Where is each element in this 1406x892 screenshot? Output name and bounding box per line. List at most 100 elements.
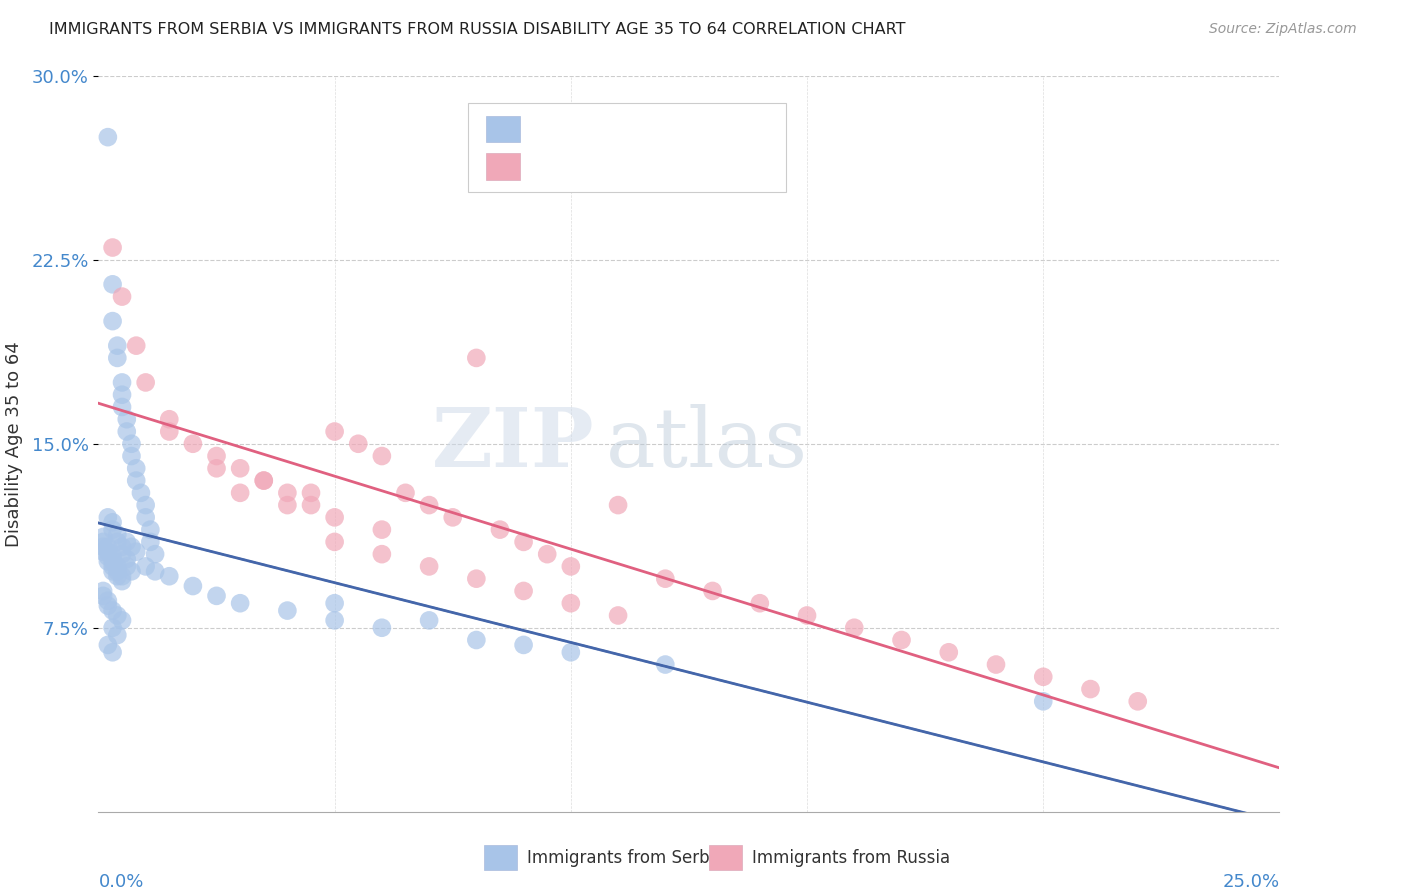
Point	[1032, 694, 1054, 708]
Point	[418, 498, 440, 512]
Point	[125, 474, 148, 488]
Point	[323, 510, 346, 524]
Point	[371, 449, 394, 463]
Point	[111, 569, 134, 583]
Point	[276, 498, 298, 512]
Point	[97, 638, 120, 652]
Point	[115, 552, 138, 566]
Point	[205, 449, 228, 463]
Point	[97, 554, 120, 569]
Point	[101, 549, 124, 564]
Point	[115, 534, 138, 549]
Point	[111, 400, 134, 414]
Point	[105, 564, 128, 578]
Point	[205, 461, 228, 475]
Point	[111, 289, 134, 303]
Point	[299, 485, 322, 500]
Point	[418, 559, 440, 574]
Point	[181, 436, 204, 450]
Point	[105, 628, 128, 642]
Point	[512, 583, 534, 598]
Point	[105, 534, 128, 549]
Point	[97, 540, 120, 554]
Point	[465, 633, 488, 648]
Point	[101, 523, 124, 537]
Point	[654, 572, 676, 586]
Point	[111, 376, 134, 390]
Point	[101, 277, 124, 292]
Point	[205, 589, 228, 603]
Point	[441, 510, 464, 524]
Point	[276, 603, 298, 617]
Point	[111, 574, 134, 589]
Point	[394, 485, 416, 500]
Point	[97, 549, 120, 564]
Point	[121, 436, 143, 450]
Point	[91, 544, 114, 558]
Point	[229, 596, 252, 610]
Point	[105, 351, 128, 365]
Point	[101, 603, 124, 617]
Point	[607, 498, 630, 512]
Point	[276, 485, 298, 500]
Point	[91, 534, 114, 549]
Point	[1032, 670, 1054, 684]
Point	[121, 449, 143, 463]
Point	[125, 461, 148, 475]
Point	[101, 645, 124, 659]
Point	[125, 544, 148, 558]
Point	[157, 412, 180, 426]
Point	[253, 474, 276, 488]
Text: 25.0%: 25.0%	[1222, 873, 1279, 891]
Point	[105, 527, 128, 541]
Point	[607, 608, 630, 623]
Point	[105, 569, 128, 583]
Point	[702, 583, 724, 598]
Point	[157, 569, 180, 583]
Point	[1126, 694, 1149, 708]
Point	[654, 657, 676, 672]
Text: 77: 77	[685, 120, 709, 138]
Point	[111, 387, 134, 401]
Point	[465, 572, 488, 586]
Point	[299, 498, 322, 512]
Text: IMMIGRANTS FROM SERBIA VS IMMIGRANTS FROM RUSSIA DISABILITY AGE 35 TO 64 CORRELA: IMMIGRANTS FROM SERBIA VS IMMIGRANTS FRO…	[49, 22, 905, 37]
Point	[115, 559, 138, 574]
Point	[97, 599, 120, 613]
Point	[135, 510, 157, 524]
Point	[101, 515, 124, 529]
Point	[111, 540, 134, 554]
Point	[101, 621, 124, 635]
Text: 0.0%: 0.0%	[98, 873, 143, 891]
Point	[143, 547, 166, 561]
Point	[139, 523, 162, 537]
Point	[1080, 681, 1102, 696]
Point	[97, 130, 120, 145]
Point	[97, 594, 120, 608]
Point	[105, 559, 128, 574]
Point	[157, 425, 180, 439]
Text: Immigrants from Russia: Immigrants from Russia	[752, 849, 950, 867]
Text: ZIP: ZIP	[432, 404, 595, 483]
Point	[512, 638, 534, 652]
Point	[560, 596, 582, 610]
Text: R =: R =	[533, 157, 569, 175]
Point	[323, 425, 346, 439]
Point	[129, 485, 152, 500]
Point	[748, 596, 770, 610]
Point	[323, 534, 346, 549]
Point	[371, 621, 394, 635]
Point	[489, 523, 512, 537]
Point	[229, 485, 252, 500]
Point	[97, 510, 120, 524]
Text: R =: R =	[533, 120, 569, 138]
Point	[253, 474, 276, 488]
Point	[536, 547, 558, 561]
Point	[371, 523, 394, 537]
Point	[135, 376, 157, 390]
Point	[796, 608, 818, 623]
Text: -0.083: -0.083	[575, 157, 637, 175]
Point	[418, 614, 440, 628]
Point	[105, 338, 128, 352]
Text: atlas: atlas	[606, 404, 808, 483]
